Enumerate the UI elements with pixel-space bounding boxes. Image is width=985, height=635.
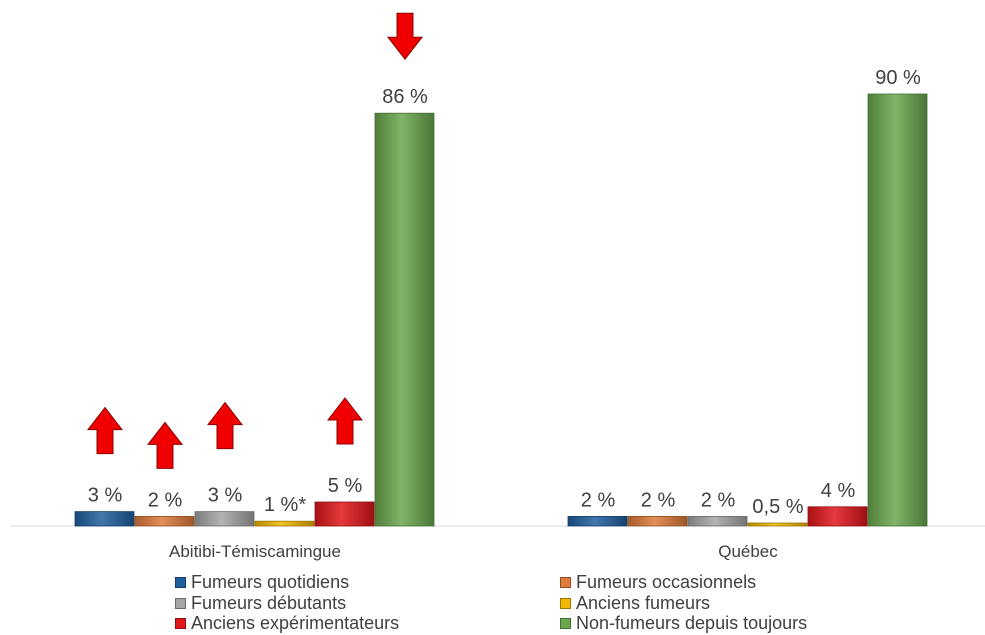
data-label-1-0: 2 % bbox=[581, 489, 616, 511]
data-label-1-4: 4 % bbox=[821, 480, 856, 502]
data-label-1-3: 0,5 % bbox=[752, 496, 803, 518]
bar-1-0 bbox=[567, 516, 628, 527]
bar-1-4 bbox=[807, 506, 868, 527]
bar-0-4 bbox=[314, 501, 375, 527]
bar-1-2 bbox=[687, 516, 748, 527]
bar-0-3 bbox=[254, 520, 315, 527]
data-label-1-2: 2 % bbox=[701, 489, 736, 511]
data-label-0-0: 3 % bbox=[88, 485, 123, 507]
data-label-0-2: 3 % bbox=[208, 485, 243, 507]
data-label-1-5: 90 % bbox=[875, 67, 921, 89]
arrow-up-icon-0-0 bbox=[86, 406, 124, 455]
arrow-up-icon-0-4 bbox=[326, 397, 364, 445]
category-label-1: Québec bbox=[718, 542, 778, 561]
arrow-up-icon-0-1 bbox=[146, 421, 184, 469]
data-label-1-1: 2 % bbox=[641, 489, 676, 511]
data-label-0-4: 5 % bbox=[328, 475, 363, 497]
bar-0-5 bbox=[374, 112, 435, 527]
data-label-0-3: 1 %* bbox=[264, 494, 306, 516]
bar-0-0 bbox=[74, 511, 135, 527]
bar-1-1 bbox=[627, 516, 688, 527]
arrow-up-icon-0-2 bbox=[206, 401, 244, 450]
bar-0-2 bbox=[194, 511, 255, 527]
bar-1-5 bbox=[867, 93, 928, 527]
data-label-0-1: 2 % bbox=[148, 489, 183, 511]
arrow-down-icon-0-5 bbox=[386, 12, 424, 61]
bar-1-3 bbox=[747, 522, 808, 527]
data-label-0-5: 86 % bbox=[382, 86, 428, 108]
bar-0-1 bbox=[134, 516, 195, 527]
category-label-0: Abitibi-Témiscamingue bbox=[169, 542, 341, 561]
